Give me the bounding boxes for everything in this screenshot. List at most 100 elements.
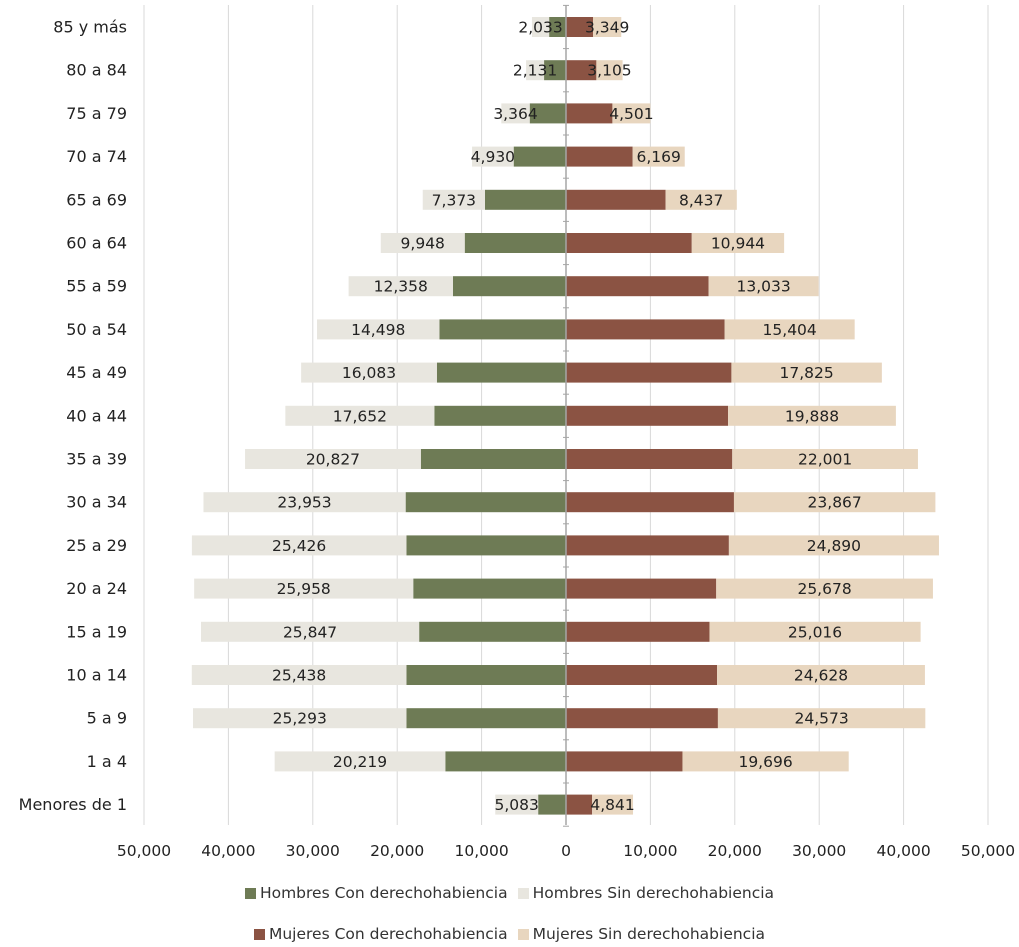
bar-hombres-con <box>413 578 566 599</box>
data-label-hombres-sin: 3,364 <box>493 105 537 123</box>
x-tick-label: 20,000 <box>370 842 424 860</box>
bar-hombres-con <box>436 362 566 383</box>
category-label: 85 y más <box>53 18 127 37</box>
bar-mujeres-sin <box>612 103 651 124</box>
bar-hombres-sin <box>194 578 414 599</box>
legend-label-mujeres-con: Mujeres Con derechohabiencia <box>268 925 508 943</box>
bar-hombres-sin <box>191 535 407 556</box>
bar-mujeres-con <box>566 708 718 729</box>
data-label-hombres-sin: 17,652 <box>333 407 387 425</box>
category-label: 35 a 39 <box>66 450 127 469</box>
bar-mujeres-con <box>566 362 732 383</box>
data-label-hombres-sin: 2,131 <box>513 62 557 80</box>
category-label: 20 a 24 <box>66 579 127 598</box>
bar-mujeres-sin <box>709 621 921 642</box>
bar-mujeres-sin <box>596 60 623 81</box>
data-label-mujeres-sin: 15,404 <box>763 321 817 339</box>
bar-hombres-con <box>529 103 566 124</box>
x-tick-label: 50,000 <box>961 842 1015 860</box>
x-tick-label: 30,000 <box>286 842 340 860</box>
bar-mujeres-con <box>566 535 729 556</box>
bar-mujeres-sin <box>632 146 685 167</box>
data-label-hombres-sin: 25,438 <box>272 667 326 685</box>
bar-mujeres-con <box>566 60 597 81</box>
bar-mujeres-con <box>566 103 613 124</box>
data-label-mujeres-sin: 25,016 <box>788 623 842 641</box>
bar-mujeres-sin <box>716 578 933 599</box>
legend-item-hombres-sin: Hombres Sin derechohabiencia <box>517 884 774 902</box>
data-label-hombres-sin: 25,293 <box>273 710 327 728</box>
bar-hombres-sin <box>193 708 407 729</box>
bar-hombres-con <box>405 492 566 513</box>
bar-hombres-con <box>419 621 566 642</box>
bar-hombres-sin <box>203 492 406 513</box>
category-label: 70 a 74 <box>66 147 127 166</box>
data-label-hombres-sin: 5,083 <box>495 796 539 814</box>
category-label: Menores de 1 <box>19 795 127 814</box>
category-label: 30 a 34 <box>66 493 127 512</box>
x-tick-label: 50,000 <box>117 842 171 860</box>
bar-hombres-con <box>513 146 566 167</box>
bar-hombres-con <box>538 794 566 815</box>
data-label-hombres-sin: 12,358 <box>374 278 428 296</box>
data-label-hombres-sin: 16,083 <box>342 364 396 382</box>
bar-mujeres-con <box>566 492 734 513</box>
bar-hombres-sin <box>200 621 420 642</box>
data-label-hombres-sin: 9,948 <box>401 235 445 253</box>
data-label-mujeres-sin: 23,867 <box>808 494 862 512</box>
legend-item-mujeres-sin: Mujeres Sin derechohabiencia <box>517 925 766 943</box>
data-label-hombres-sin: 4,930 <box>471 148 515 166</box>
bar-mujeres-sin <box>728 405 896 426</box>
bar-hombres-sin <box>380 233 465 253</box>
category-label: 45 a 49 <box>66 363 127 382</box>
x-tick-label: 40,000 <box>876 842 930 860</box>
bar-mujeres-con <box>566 189 666 210</box>
bar-hombres-sin <box>348 276 453 297</box>
bar-mujeres-con <box>566 751 683 772</box>
bar-hombres-sin <box>472 146 514 167</box>
bar-mujeres-sin <box>665 189 737 210</box>
bar-hombres-sin <box>274 751 446 772</box>
bar-mujeres-con <box>566 233 692 253</box>
bar-hombres-con <box>406 708 566 729</box>
bar-mujeres-con <box>566 665 718 685</box>
data-label-hombres-sin: 25,426 <box>272 537 326 555</box>
bar-mujeres-sin <box>731 362 882 383</box>
x-tick-label: 30,000 <box>792 842 846 860</box>
data-label-hombres-sin: 20,827 <box>306 451 360 469</box>
category-label: 10 a 14 <box>66 666 127 685</box>
bar-hombres-sin <box>526 60 545 81</box>
bar-mujeres-sin <box>592 794 634 815</box>
category-label: 15 a 19 <box>66 622 127 641</box>
data-label-hombres-sin: 14,498 <box>351 321 405 339</box>
bar-hombres-con <box>406 535 566 556</box>
data-label-mujeres-sin: 3,105 <box>587 62 631 80</box>
data-label-mujeres-sin: 6,169 <box>637 148 681 166</box>
data-label-mujeres-sin: 4,841 <box>590 796 634 814</box>
bar-mujeres-sin <box>593 17 622 37</box>
bar-hombres-sin <box>285 405 435 426</box>
bar-mujeres-con <box>566 17 594 37</box>
bar-mujeres-sin <box>717 708 926 729</box>
x-tick-label: 0 <box>561 842 571 860</box>
legend-label-mujeres-sin: Mujeres Sin derechohabiencia <box>532 925 766 943</box>
data-label-hombres-sin: 25,958 <box>277 580 331 598</box>
bar-hombres-con <box>549 17 566 37</box>
data-label-mujeres-sin: 17,825 <box>780 364 834 382</box>
data-label-hombres-sin: 23,953 <box>277 494 331 512</box>
legend-swatch-hombres-con <box>244 887 256 899</box>
bar-hombres-sin <box>301 362 437 383</box>
data-label-mujeres-sin: 19,696 <box>738 753 792 771</box>
data-label-hombres-sin: 20,219 <box>333 753 387 771</box>
x-tick-label: 20,000 <box>708 842 762 860</box>
legend-swatch-mujeres-con <box>253 928 265 940</box>
bar-mujeres-sin <box>733 492 936 513</box>
legend-label-hombres-con: Hombres Con derechohabiencia <box>259 884 508 902</box>
bar-hombres-con <box>544 60 566 81</box>
bar-mujeres-con <box>566 146 633 167</box>
x-tick-label: 10,000 <box>623 842 677 860</box>
bar-hombres-sin <box>501 103 530 124</box>
bar-hombres-sin <box>191 665 407 685</box>
bar-mujeres-con <box>566 621 710 642</box>
legend-swatch-mujeres-sin <box>517 928 529 940</box>
